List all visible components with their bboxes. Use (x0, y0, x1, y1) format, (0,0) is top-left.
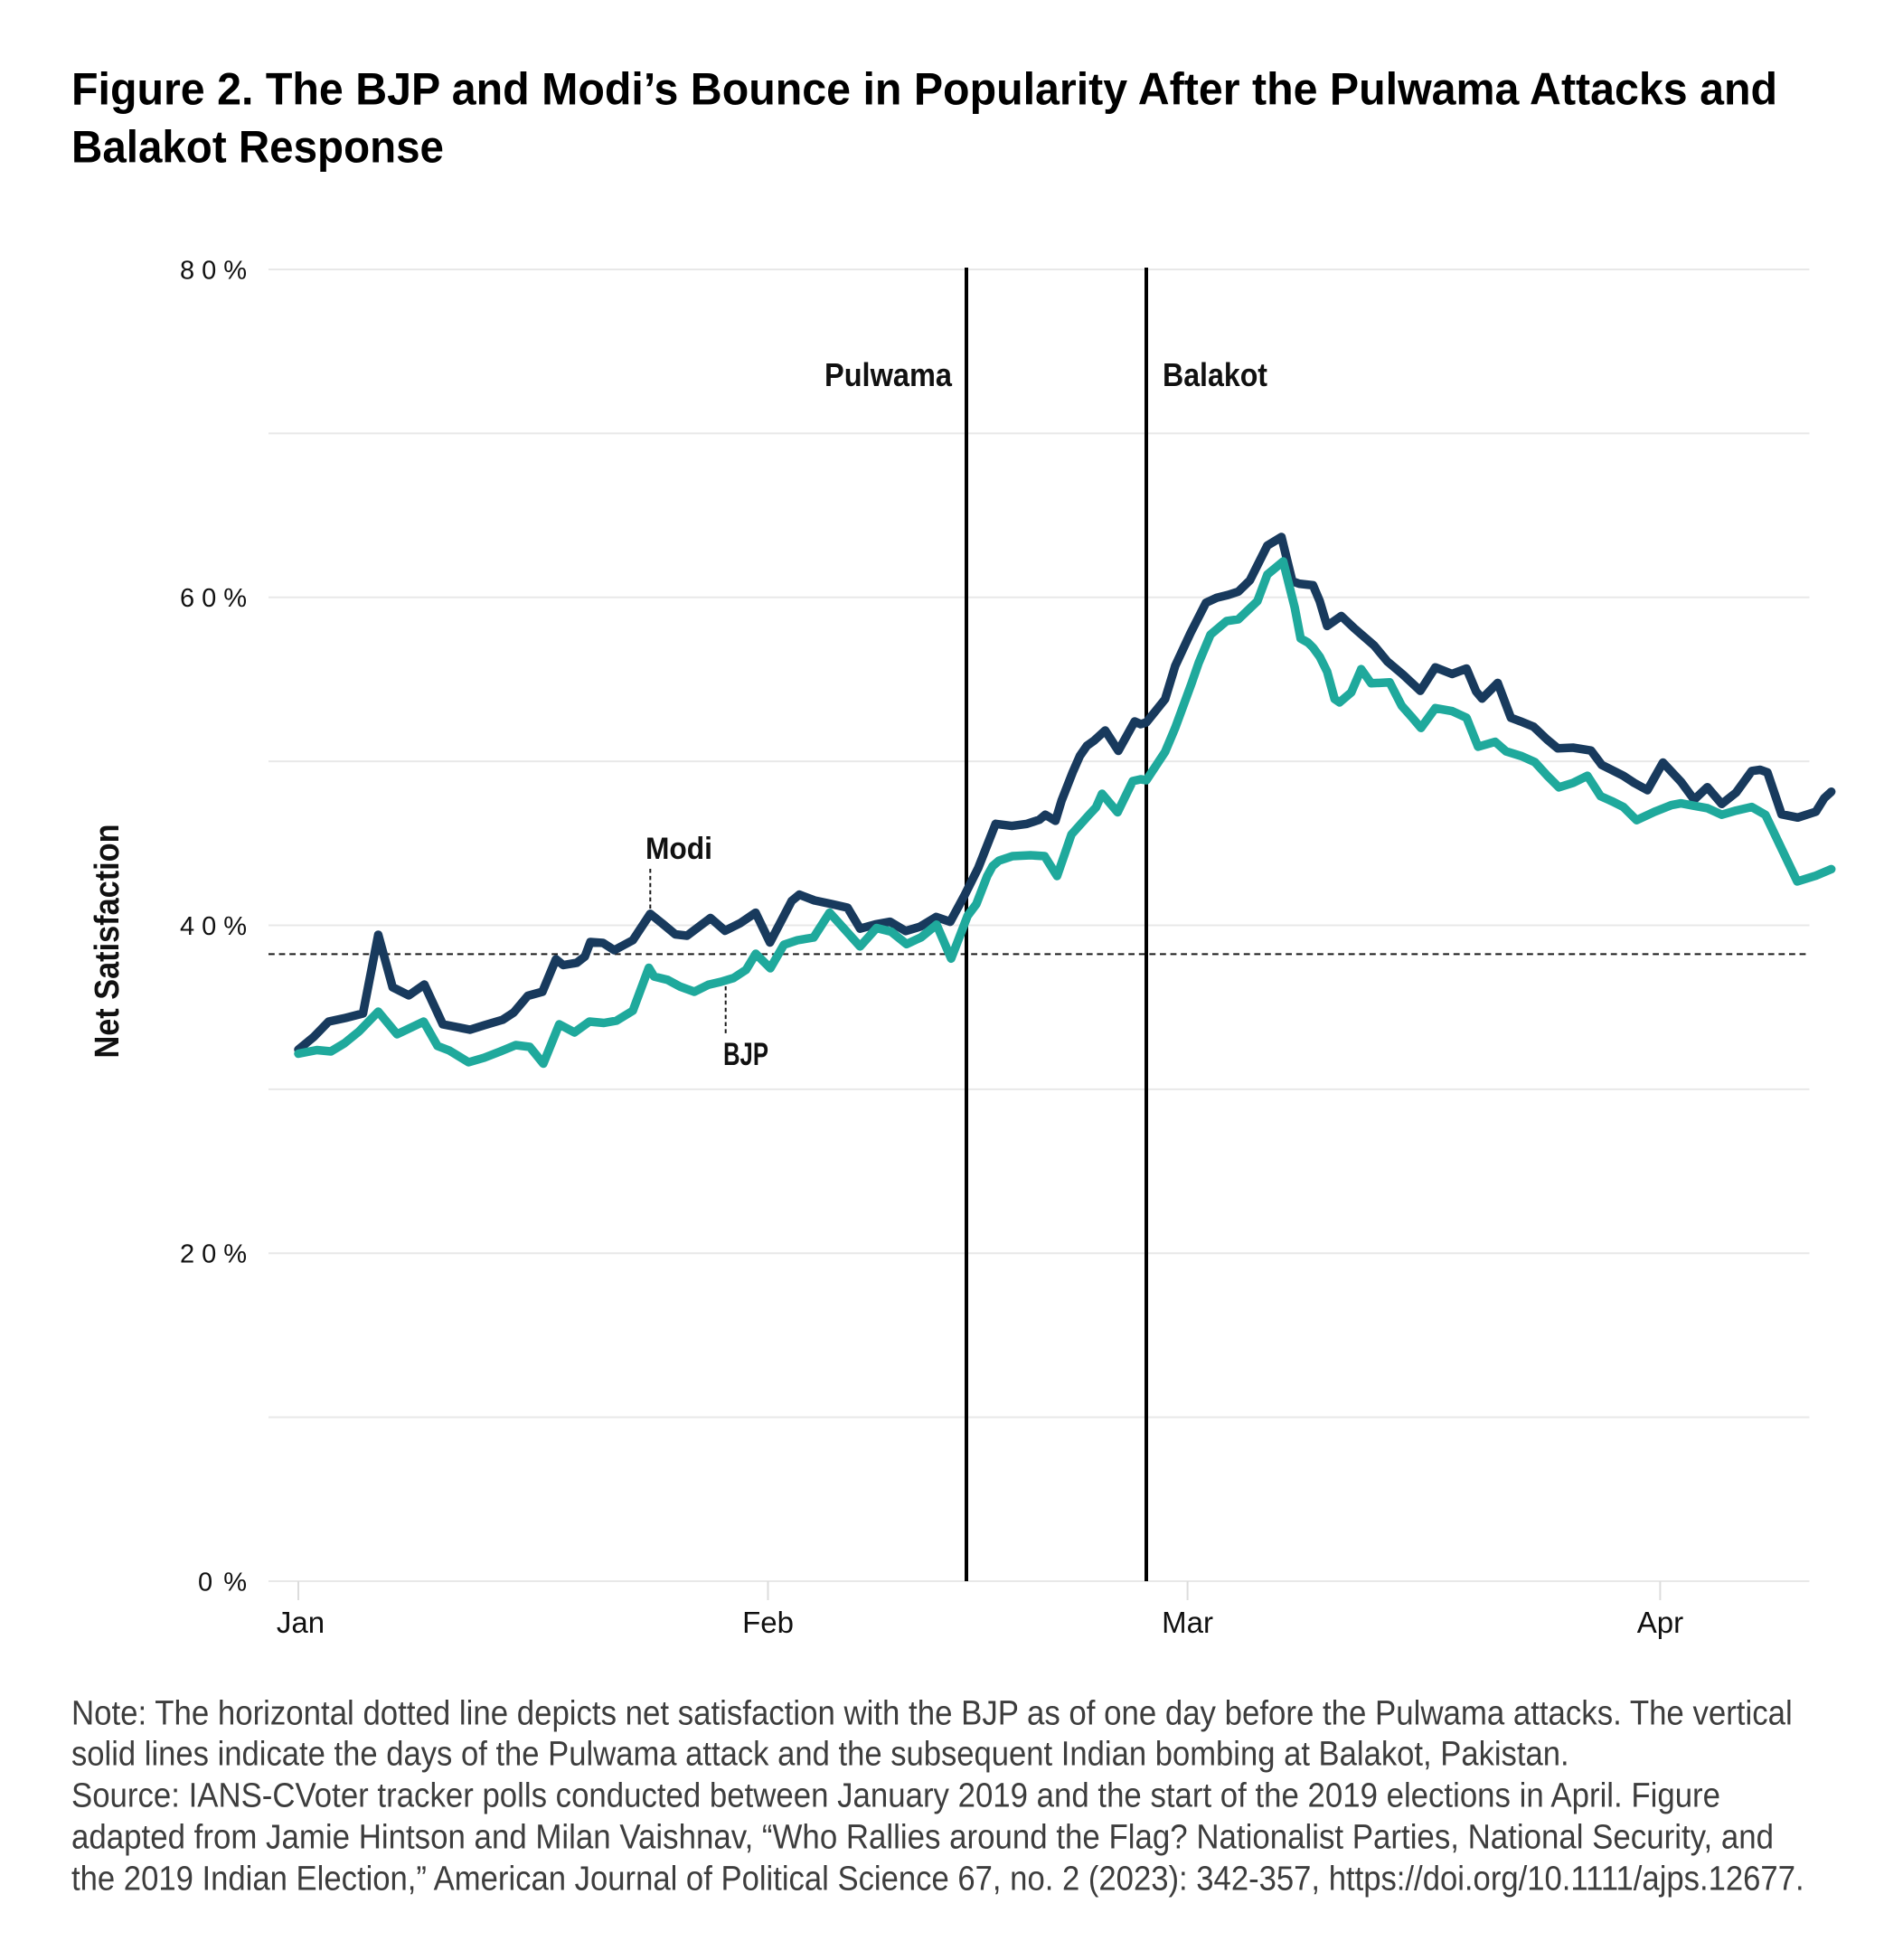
svg-text:Modi: Modi (645, 832, 712, 866)
svg-text:adapted from Jamie Hintson and: adapted from Jamie Hintson and Milan Vai… (71, 1818, 1774, 1856)
svg-text:the 2019 Indian Election,” Ame: the 2019 Indian Election,” American Jour… (71, 1860, 1804, 1898)
svg-text:Figure 2. The BJP and Modi’s B: Figure 2. The BJP and Modi’s Bounce in P… (71, 63, 1777, 114)
svg-text:Mar: Mar (1162, 1606, 1213, 1639)
svg-text:60%: 60% (180, 584, 247, 613)
svg-text:Note: The horizontal dotted li: Note: The horizontal dotted line depicts… (71, 1695, 1793, 1733)
svg-text:Balakot: Balakot (1163, 356, 1267, 393)
svg-text:Net Satisfaction: Net Satisfaction (89, 825, 127, 1059)
svg-text:Jan: Jan (277, 1606, 325, 1639)
svg-text:Apr: Apr (1637, 1606, 1683, 1639)
svg-text:solid lines indicate the days: solid lines indicate the days of the Pul… (71, 1736, 1569, 1774)
svg-text:80%: 80% (180, 256, 247, 285)
svg-text:Source: IANS-CVoter tracker po: Source: IANS-CVoter tracker polls conduc… (71, 1777, 1720, 1815)
svg-text:Pulwama: Pulwama (824, 356, 953, 393)
svg-text:Feb: Feb (742, 1606, 794, 1639)
svg-text:BJP: BJP (723, 1037, 768, 1072)
svg-text:20%: 20% (180, 1240, 247, 1269)
svg-text:40%: 40% (180, 912, 247, 941)
svg-text:Balakot Response: Balakot Response (71, 121, 444, 172)
